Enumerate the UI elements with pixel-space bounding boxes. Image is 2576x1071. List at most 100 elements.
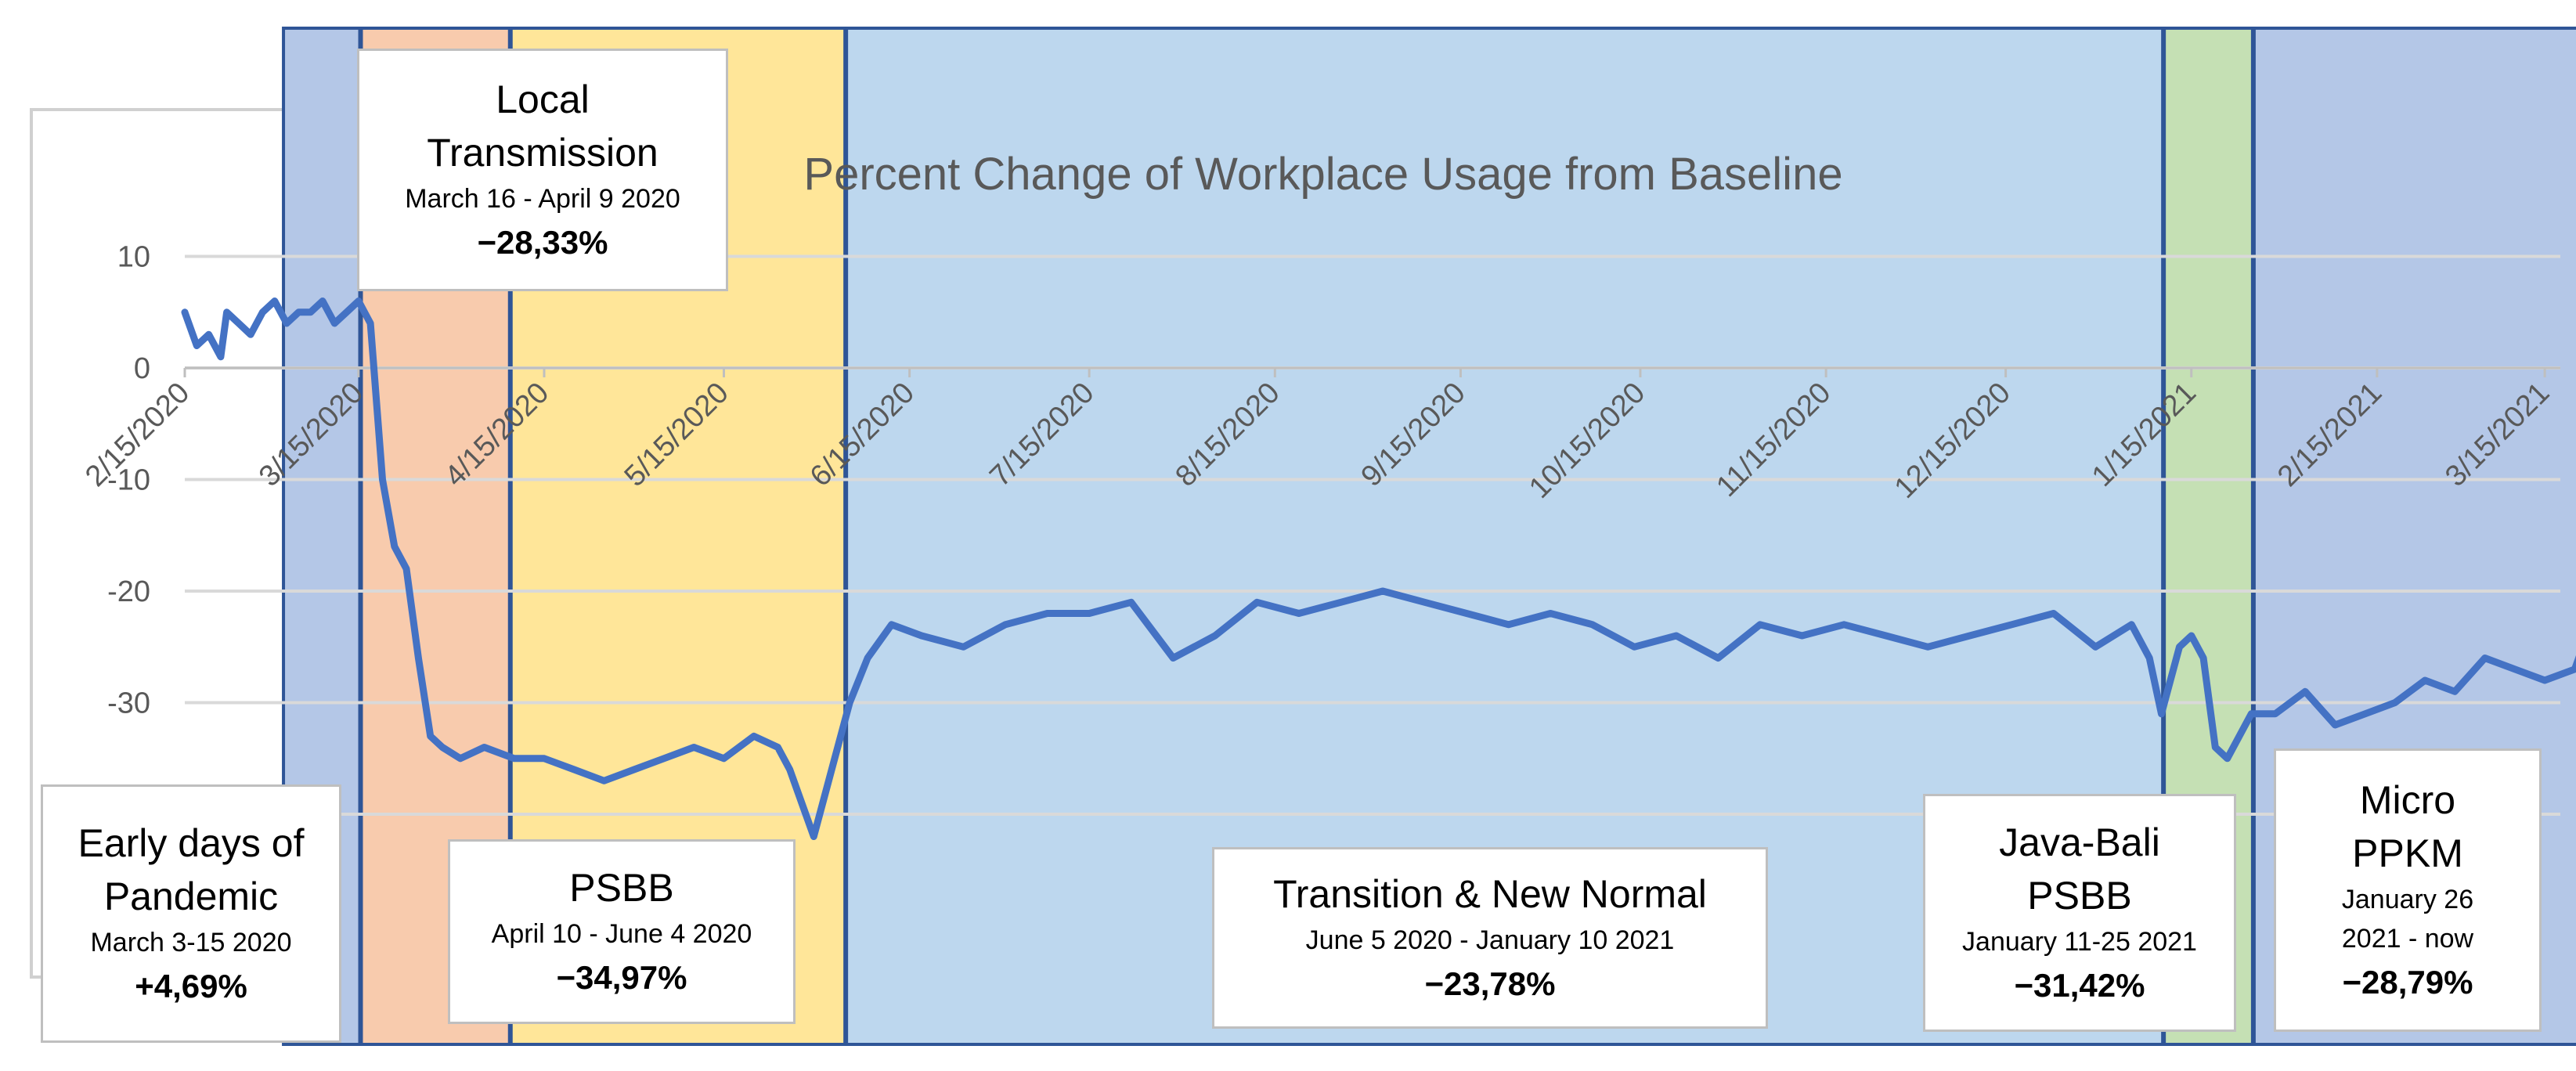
data-point bbox=[283, 320, 290, 326]
y-tick-label: 0 bbox=[134, 352, 150, 385]
data-point bbox=[1589, 622, 1596, 628]
data-point bbox=[810, 834, 817, 840]
annotation-transition-new-normal: Transition & New Normal June 5 2020 - Ja… bbox=[1212, 847, 1768, 1029]
data-point bbox=[1967, 633, 1973, 639]
annotation-phase: Java-Bali PSBB bbox=[1999, 820, 2160, 918]
data-point bbox=[1337, 599, 1344, 605]
data-point bbox=[2008, 622, 2015, 628]
data-point bbox=[1841, 622, 1847, 628]
data-point bbox=[1673, 633, 1679, 639]
data-point bbox=[218, 354, 224, 360]
annotation-percent: −28,33% bbox=[477, 224, 608, 261]
data-point bbox=[2542, 677, 2548, 683]
data-point bbox=[1422, 599, 1428, 605]
data-point bbox=[379, 477, 385, 483]
data-point bbox=[787, 766, 793, 773]
data-point bbox=[799, 800, 805, 806]
data-point bbox=[2452, 688, 2458, 694]
data-point bbox=[751, 733, 757, 739]
data-point bbox=[889, 622, 895, 628]
y-tick-label: 10 bbox=[117, 241, 150, 274]
data-point bbox=[331, 320, 337, 326]
annotation-dates: January 11-25 2021 bbox=[1962, 927, 2197, 957]
data-point bbox=[541, 755, 547, 762]
annotation-local-transmission: Local Transmission March 16 - April 9 20… bbox=[357, 49, 728, 291]
data-point bbox=[308, 309, 314, 316]
data-point bbox=[661, 755, 667, 762]
annotation-percent: −34,97% bbox=[556, 959, 687, 996]
data-point bbox=[1170, 655, 1176, 662]
annotation-psbb: PSBB April 10 - June 4 2020 −34,97% bbox=[448, 839, 796, 1024]
annotation-phase: Micro PPKM bbox=[2352, 778, 2463, 875]
data-point bbox=[721, 755, 727, 762]
data-point bbox=[864, 655, 871, 662]
data-point bbox=[1044, 611, 1051, 617]
annotation-percent: +4,69% bbox=[135, 968, 247, 1004]
data-point bbox=[1757, 622, 1763, 628]
data-point bbox=[918, 633, 925, 639]
data-point bbox=[1086, 611, 1092, 617]
data-point bbox=[2248, 711, 2254, 717]
data-point bbox=[295, 309, 301, 316]
data-point bbox=[1799, 633, 1806, 639]
annotation-micro-ppkm: Micro PPKM January 26 2021 - now −28,79% bbox=[2274, 748, 2542, 1032]
data-point bbox=[2482, 655, 2488, 662]
data-point bbox=[511, 755, 518, 762]
annotation-percent: −23,78% bbox=[1424, 965, 1556, 1002]
data-point bbox=[601, 777, 608, 784]
data-point bbox=[1715, 655, 1721, 662]
data-point bbox=[691, 745, 697, 751]
annotation-phase: Local Transmission bbox=[427, 78, 658, 175]
y-tick-label: -20 bbox=[107, 575, 150, 608]
annotation-phase: PSBB bbox=[569, 866, 674, 910]
annotation-early-days: Early days of Pandemic March 3-15 2020 +… bbox=[41, 784, 341, 1043]
data-point bbox=[1254, 599, 1260, 605]
data-point bbox=[403, 566, 409, 572]
data-point bbox=[2512, 666, 2518, 673]
data-point bbox=[2092, 644, 2098, 650]
data-point bbox=[355, 298, 362, 305]
data-point bbox=[2272, 711, 2278, 717]
annotation-dates: March 3-15 2020 bbox=[90, 928, 292, 957]
data-point bbox=[571, 766, 577, 773]
annotation-dates: March 16 - April 9 2020 bbox=[405, 184, 680, 214]
y-tick-label: -10 bbox=[107, 464, 150, 497]
data-point bbox=[182, 309, 188, 316]
annotation-dates: January 26 2021 - now bbox=[2341, 885, 2474, 954]
data-point bbox=[319, 298, 326, 305]
data-point bbox=[1631, 644, 1637, 650]
data-point bbox=[367, 320, 373, 326]
data-point bbox=[1463, 611, 1470, 617]
data-point bbox=[415, 655, 421, 662]
data-point bbox=[1212, 633, 1218, 639]
data-point bbox=[1925, 644, 1931, 650]
annotation-phase: Early days of Pandemic bbox=[78, 821, 305, 918]
data-point bbox=[2188, 633, 2195, 639]
series-layer bbox=[181, 298, 2576, 840]
chart-title: Percent Change of Workplace Usage from B… bbox=[803, 149, 1842, 200]
annotation-dates: April 10 - June 4 2020 bbox=[491, 919, 752, 949]
annotation-percent: −31,42% bbox=[2014, 967, 2145, 1004]
data-point bbox=[2236, 733, 2242, 739]
y-tick-label: -30 bbox=[107, 687, 150, 720]
data-point bbox=[2332, 722, 2338, 728]
data-point bbox=[247, 331, 254, 337]
annotation-dates: June 5 2020 - January 10 2021 bbox=[1305, 925, 1675, 955]
y-axis-ticks: 10 0 -10 -20 -30 bbox=[107, 241, 150, 720]
data-point bbox=[482, 745, 488, 751]
data-point bbox=[1128, 599, 1135, 605]
data-point bbox=[344, 309, 350, 316]
data-point bbox=[206, 331, 212, 337]
data-point bbox=[2200, 655, 2206, 662]
data-point bbox=[2362, 711, 2369, 717]
data-point bbox=[2051, 611, 2057, 617]
data-point bbox=[2176, 644, 2182, 650]
data-point bbox=[272, 298, 278, 305]
data-point bbox=[2128, 622, 2134, 628]
data-point bbox=[224, 309, 230, 316]
data-point bbox=[1380, 588, 1386, 594]
data-point bbox=[2302, 688, 2308, 694]
data-point bbox=[774, 745, 781, 751]
data-point bbox=[2224, 755, 2231, 762]
annotation-phase: Transition & New Normal bbox=[1273, 872, 1707, 916]
